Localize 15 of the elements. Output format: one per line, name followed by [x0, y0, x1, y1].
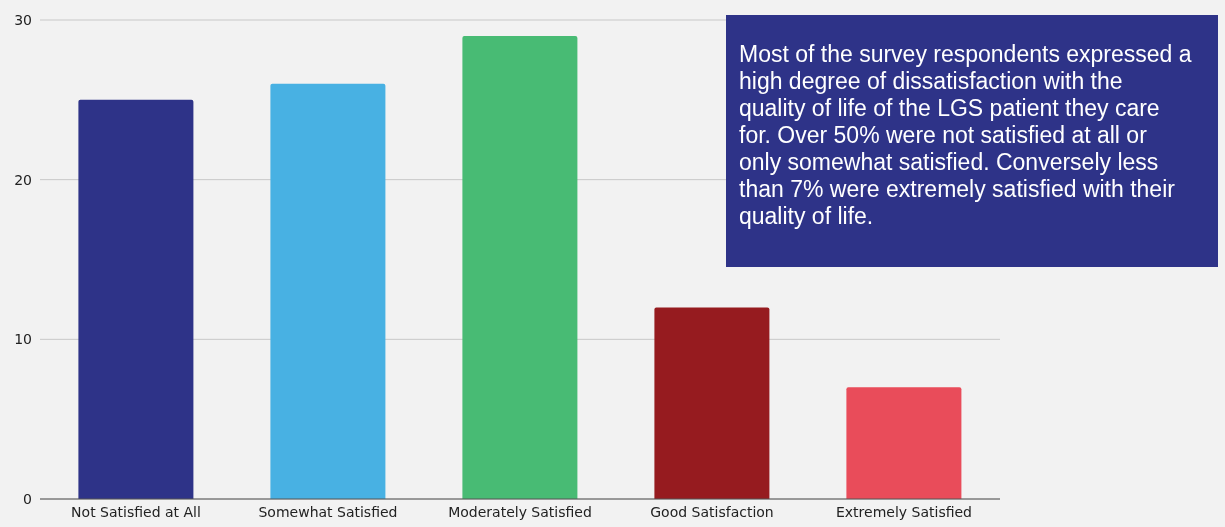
text-box: Most of the survey respondents expressed a high degree of dissatisfaction with the quality of life of the LGS patient they care for. Over 50% were not satisfied at all or only somewhat satisfied. Conversely less than 7% were extremely satisfied with their quality of life. [726, 15, 1218, 267]
x-tick-label: Extremely Satisfied [835, 503, 973, 520]
bar [846, 387, 962, 499]
y-tick-label: 10 [14, 331, 32, 348]
y-tick-label: 30 [14, 11, 32, 28]
x-tick-label: Somewhat Satisfied [258, 503, 398, 520]
bar [270, 83, 386, 499]
x-tick-label: Good Satisfaction [650, 503, 774, 520]
bar [462, 35, 578, 499]
x-tick-label: Not Satisfied at All [71, 503, 201, 520]
bar [78, 99, 194, 499]
x-tick-label: Moderately Satisfied [448, 503, 592, 520]
y-tick-label: 0 [23, 490, 32, 507]
bar [654, 307, 770, 499]
y-tick-label: 20 [14, 171, 32, 188]
